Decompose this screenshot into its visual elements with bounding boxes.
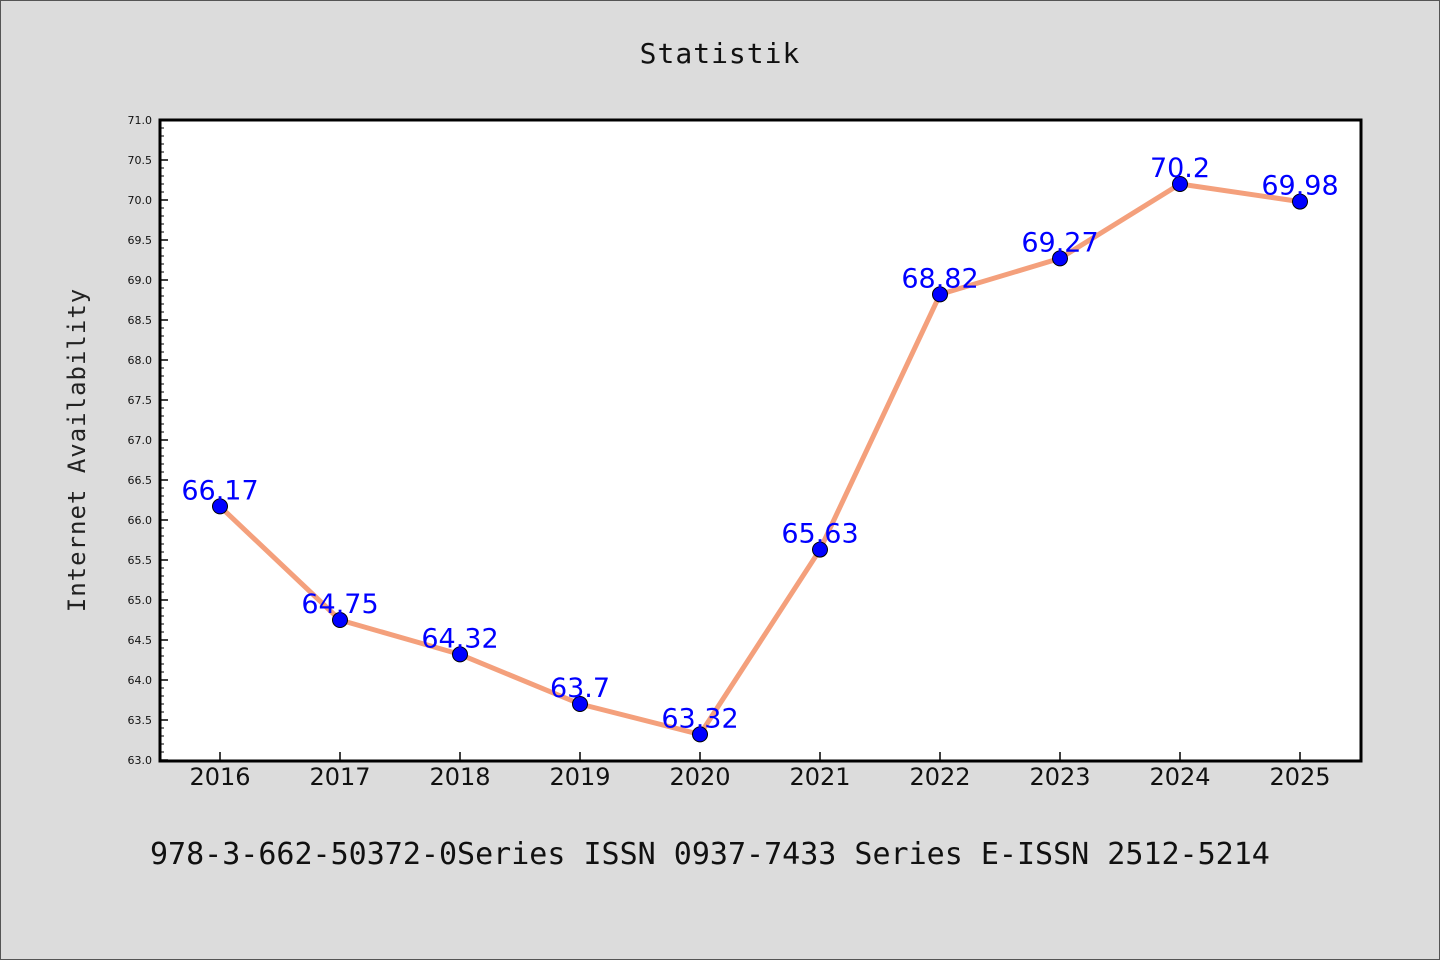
data-label: 70.2	[1150, 153, 1210, 184]
data-label: 63.32	[661, 703, 738, 734]
data-point	[1172, 176, 1188, 192]
x-tick-label: 2022	[909, 763, 970, 791]
y-tick-label: 69.0	[128, 274, 153, 287]
data-point	[932, 286, 948, 303]
y-tick-label: 68.5	[128, 314, 153, 327]
data-label: 64.32	[421, 623, 498, 654]
data-point	[212, 498, 228, 515]
data-point	[812, 541, 828, 558]
y-tick-label: 69.5	[128, 234, 153, 247]
data-point	[1052, 250, 1068, 267]
y-tick-label: 67.0	[128, 434, 153, 447]
y-tick-label: 70.0	[128, 194, 153, 207]
x-tick-label: 2016	[189, 763, 250, 791]
data-label: 68.82	[901, 263, 978, 294]
y-tick-label: 66.5	[128, 474, 153, 487]
data-label: 64.75	[301, 589, 378, 620]
x-tick-label: 2024	[1149, 763, 1210, 791]
data-point	[1292, 193, 1308, 210]
y-axis: 63.0 63.5 64.0 64.5 65.0 65.5 66.0 66.5 67.0 67.5…	[128, 114, 168, 767]
x-tick-label: 2023	[1029, 763, 1090, 791]
data-label: 69.27	[1021, 227, 1098, 258]
x-tick-label: 2019	[549, 763, 610, 791]
y-tick-label: 67.5	[128, 394, 153, 407]
y-tick-label: 71.0	[128, 114, 153, 127]
x-tick-label: 2021	[789, 763, 850, 791]
x-tick-label: 2025	[1269, 763, 1330, 791]
y-tick-label: 68.0	[128, 354, 153, 367]
chart-title: Statistik	[640, 37, 801, 70]
series-line	[217, 181, 1303, 737]
x-tick-label: 2017	[309, 763, 370, 791]
y-tick-label: 63.0	[128, 754, 153, 767]
y-tick-label: 64.5	[128, 634, 153, 647]
plot-area	[158, 118, 1363, 763]
data-point	[452, 646, 468, 663]
y-tick-label: 64.0	[128, 674, 153, 687]
data-point	[332, 612, 348, 628]
x-axis: 2016 2017 2018 2019 2020 2021 2022 2023 2024 2025	[189, 752, 1331, 791]
y-axis-label: Internet Availability	[63, 288, 91, 612]
data-label: 65.63	[781, 519, 858, 550]
y-tick-label: 70.5	[128, 154, 153, 167]
y-tick-label: 63.5	[128, 714, 153, 727]
data-point	[692, 726, 708, 743]
x-tick-label: 2020	[669, 763, 730, 791]
y-tick-label: 65.0	[128, 594, 153, 607]
y-tick-label: 66.0	[128, 514, 153, 527]
y-tick-label: 65.5	[128, 554, 153, 567]
data-label: 69.98	[1261, 171, 1338, 202]
data-label: 63.7	[550, 673, 610, 704]
data-label: 66.17	[181, 475, 258, 506]
footer-text: 978-3-662-50372-0Series ISSN 0937-7433 S…	[150, 837, 1270, 872]
data-point	[572, 696, 588, 712]
x-tick-label: 2018	[429, 763, 490, 791]
series-layer: 66.17 64.75 64.32 63.7 63.32 65.63 68.82 69.27 7…	[181, 153, 1339, 743]
